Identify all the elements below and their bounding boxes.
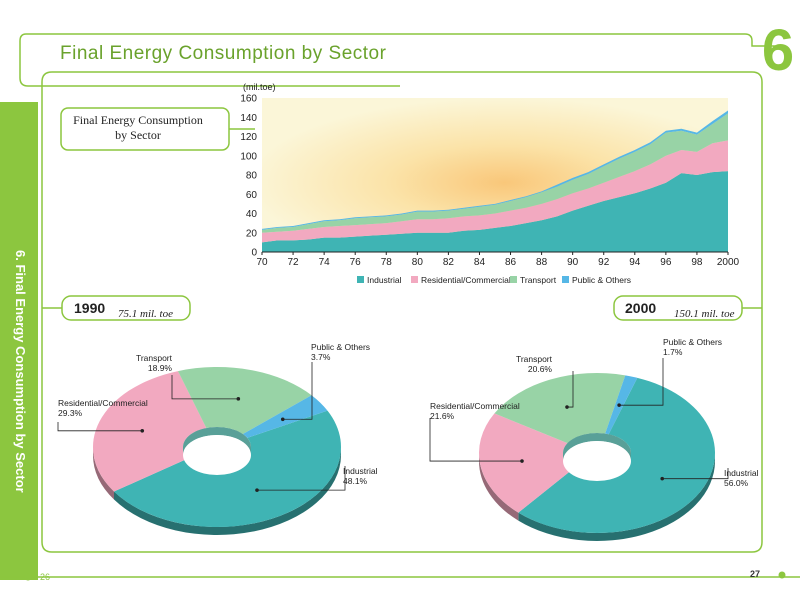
x-tick-label: 78 (381, 257, 393, 268)
content-frame (41, 71, 763, 553)
footer-dot-right (778, 571, 786, 579)
legend-swatch-transport (510, 276, 517, 283)
chapter-number: 6 (762, 18, 794, 83)
y-tick-label: 160 (240, 94, 257, 105)
donut-hole (183, 435, 251, 475)
pie-header-2000: 2000 150.1 mil. toe (613, 295, 762, 321)
y-tick-label: 40 (246, 209, 258, 220)
legend-swatch-public-others (562, 276, 569, 283)
area-series-industrial (262, 171, 728, 252)
legend-label-residential-commercial: Residential/Commercial (421, 275, 511, 285)
slice-label-transport: Transport (136, 353, 173, 363)
callout-line-1: Final Energy Consumption (73, 113, 203, 127)
page-number-left: 26 (40, 572, 50, 582)
pie-header-1990: 1990 75.1 mil. toe (42, 295, 191, 321)
slice-percent-residential-commercial: 21.6% (430, 411, 455, 421)
x-tick-label: 70 (256, 257, 268, 268)
legend-swatch-residential-commercial (411, 276, 418, 283)
x-tick-label: 74 (319, 257, 331, 268)
slice-label-residential-commercial: Residential/Commercial (58, 398, 148, 408)
x-tick-label: 96 (660, 257, 672, 268)
slice-label-transport: Transport (516, 354, 553, 364)
area-series-residential-commercial (262, 140, 728, 243)
slice-percent-residential-commercial: 29.3% (58, 408, 83, 418)
slice-percent-public-others: 1.7% (663, 347, 683, 357)
slice-label-industrial: Industrial (343, 466, 378, 476)
legend-label-transport: Transport (520, 275, 557, 285)
slice-transport (177, 366, 312, 435)
pie-1990-year: 1990 (74, 300, 105, 316)
area-series-transport (262, 113, 728, 233)
page-title: Final Energy Consumption by Sector (60, 43, 387, 64)
y-tick-label: 120 (240, 132, 257, 143)
leader-line (567, 371, 574, 408)
slice-percent-public-others: 3.7% (311, 352, 331, 362)
y-tick-label: 20 (246, 228, 258, 239)
leader-line (282, 362, 313, 420)
x-tick-label: 2000 (717, 257, 740, 268)
x-tick-label: 94 (629, 257, 641, 268)
title-frame (19, 33, 775, 87)
donut-hole (563, 441, 631, 481)
slice-side-industrial (518, 453, 715, 541)
legend-swatch-industrial (357, 276, 364, 283)
pie-2000-year: 2000 (625, 300, 656, 316)
legend-label-public-others: Public & Others (572, 275, 631, 285)
donut-hole-wall (563, 433, 631, 461)
pie-1990-total: 75.1 mil. toe (118, 308, 173, 320)
leader-line (619, 358, 664, 406)
pie-2000-total: 150.1 mil. toe (674, 308, 735, 320)
slice-residential-commercial (478, 413, 575, 513)
x-tick-label: 80 (412, 257, 424, 268)
slice-percent-transport: 20.6% (528, 364, 553, 374)
y-tick-label: 0 (251, 248, 257, 259)
slice-percent-transport: 18.9% (148, 363, 173, 373)
area-chart: 0 20 40 60 80 100 120 140 160 70 72 74 76 78 80 82 84 86 8… (240, 82, 739, 285)
slice-label-industrial: Industrial (724, 468, 759, 478)
chart-y-axis-label: (mil.toe) (243, 82, 276, 92)
slice-transport (494, 373, 626, 444)
slice-side-residential-commercial (93, 447, 115, 500)
slice-public-others (242, 395, 328, 438)
leader-line (429, 418, 522, 462)
x-tick-label: 76 (350, 257, 362, 268)
x-tick-label: 90 (567, 257, 579, 268)
page-number-right: 27 (750, 569, 760, 579)
slice-label-public-others: Public & Others (311, 342, 370, 352)
x-tick-label: 88 (536, 257, 548, 268)
leader-line (57, 422, 143, 432)
donut-hole-wall (183, 427, 251, 455)
slice-label-residential-commercial: Residential/Commercial (430, 401, 520, 411)
x-tick-label: 86 (505, 257, 517, 268)
side-label: 6. Final Energy Consumption by Sector (13, 250, 28, 493)
y-tick-label: 140 (240, 113, 257, 124)
callout-line-2: by Sector (115, 128, 161, 142)
footer-dot-left (24, 573, 32, 581)
slice-percent-industrial: 56.0% (724, 478, 749, 488)
slice-industrial (518, 377, 715, 533)
x-tick-label: 84 (474, 257, 486, 268)
y-tick-label: 60 (246, 190, 258, 201)
pie-header-2000-box (613, 295, 743, 321)
y-tick-label: 100 (240, 151, 257, 162)
pie-header-1990-box (61, 295, 191, 321)
slice-label-public-others: Public & Others (663, 337, 722, 347)
y-tick-label: 80 (246, 171, 258, 182)
side-band (0, 102, 38, 580)
leader-line (257, 466, 346, 491)
leader-line (662, 468, 729, 480)
leader-line (171, 375, 239, 400)
x-tick-label: 92 (598, 257, 610, 268)
x-tick-label: 98 (691, 257, 703, 268)
slice-residential-commercial (93, 371, 207, 492)
slice-side-residential-commercial (479, 453, 519, 521)
slice-percent-industrial: 48.1% (343, 476, 368, 486)
legend-label-industrial: Industrial (367, 275, 402, 285)
x-tick-label: 72 (288, 257, 300, 268)
x-tick-label: 82 (443, 257, 455, 268)
